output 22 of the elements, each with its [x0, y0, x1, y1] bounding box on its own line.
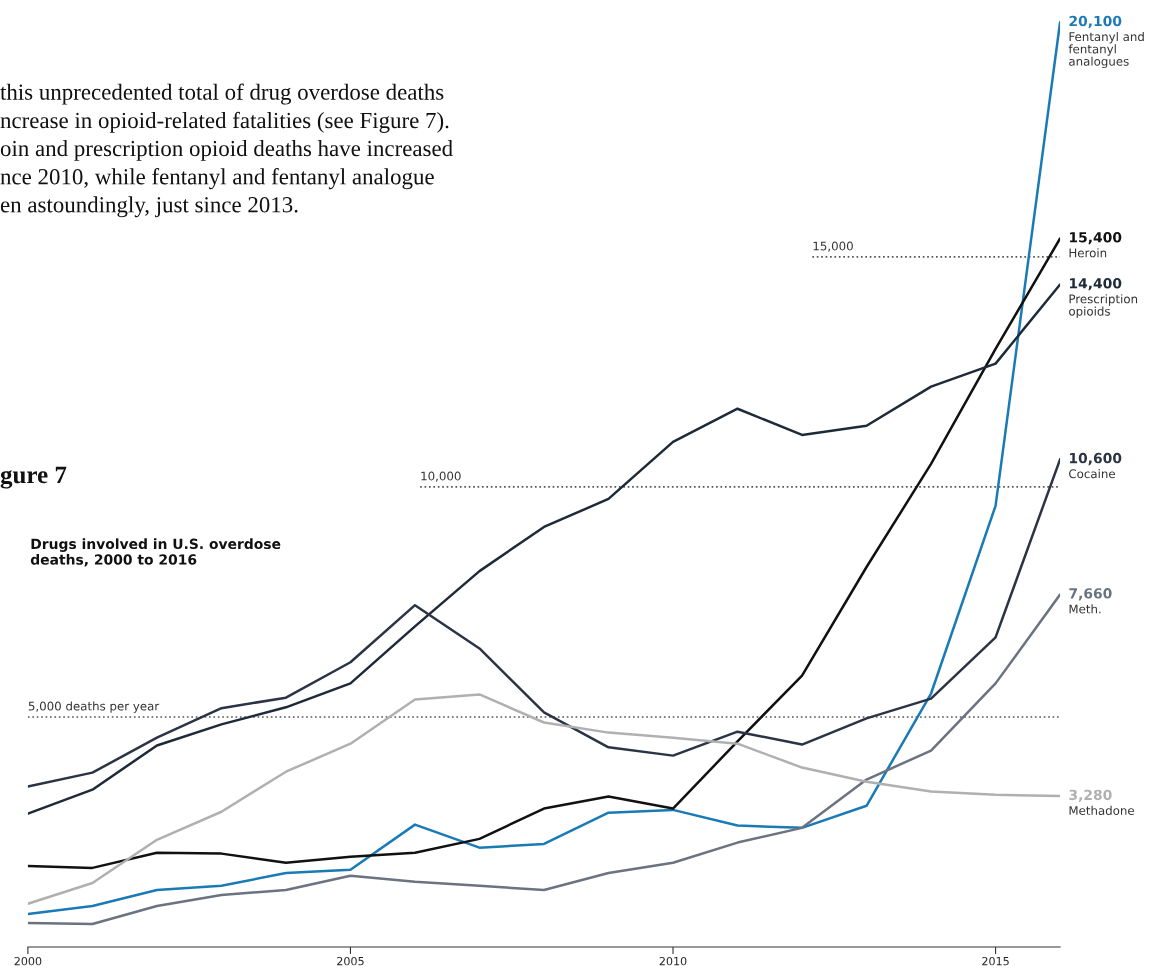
data-label: 3,280: [1069, 789, 1112, 802]
annotation: gure 7: [0, 466, 67, 489]
data-label: 7,660: [1069, 588, 1112, 601]
annotation: this unprecedented total of drug overdose deaths ncrease in opioid-related fatalities (see Figure 7). oin and prescription opioid deaths have increased nce 2010, while fentanyl and fentanyl analogue en astoundingly, just since 2013.: [0, 83, 453, 218]
x-tick-label: 2000: [14, 956, 42, 966]
series-label: Fentanyl and fentanyl analogues: [1068, 31, 1144, 69]
x-tick-label: 2010: [659, 956, 687, 966]
ref-line-label: 10,000: [421, 471, 461, 482]
ref-line-label: 5,000 deaths per year: [28, 701, 160, 713]
series-label: Heroin: [1069, 248, 1107, 258]
x-tick-label: 2005: [337, 956, 364, 966]
data-label: 15,400: [1069, 232, 1122, 245]
data-label: 14,400: [1069, 278, 1122, 291]
series-label: Methadone: [1069, 805, 1135, 815]
ref-line-label: 15,000: [813, 241, 853, 252]
x-tick-label: 2015: [982, 956, 1009, 966]
text: Drugs involved in U.S. overdose deaths, 2000 to 2016: [30, 538, 281, 567]
series-label: Prescription opioids: [1069, 294, 1138, 318]
data-label: 20,100: [1069, 15, 1122, 29]
data-label: 10,600: [1069, 452, 1122, 466]
series-label: Meth.: [1069, 604, 1101, 614]
series-label: Cocaine: [1069, 469, 1115, 479]
